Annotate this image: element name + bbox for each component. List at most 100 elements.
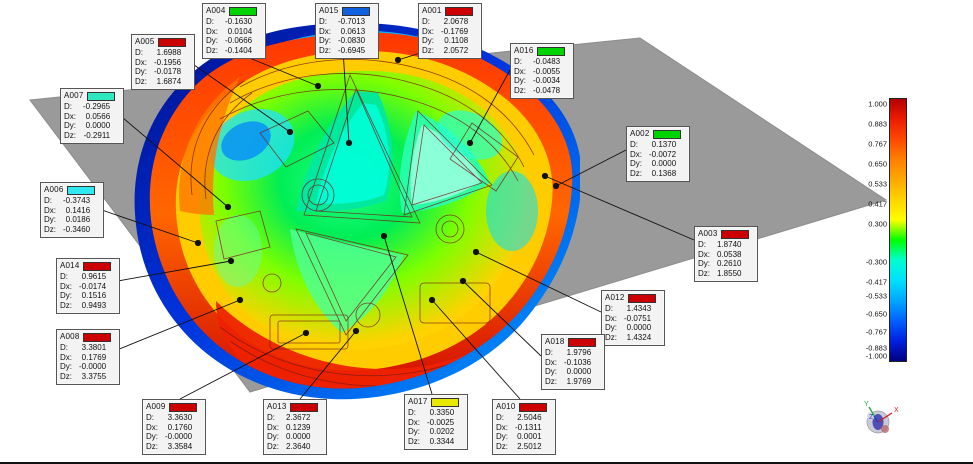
callout-value-row: Dz: 1.8550	[698, 269, 741, 279]
3d-viewport[interactable]: A005 D: 1.6988 Dx: -0.1956 Dy: -0.0178 Dz: 1.687…	[0, 0, 915, 464]
callout-value-key: Dy:	[60, 362, 72, 371]
callout-a013[interactable]: A013 D: 2.3672 Dx: 0.1239 Dy: 0.0000 Dz: 2.3640	[263, 399, 327, 455]
callout-a010[interactable]: A010 D: 2.5046 Dx: -0.1311 Dy: 0.0001 Dz: 2.5012	[492, 399, 556, 455]
callout-point-name: A007	[64, 91, 84, 100]
callout-a001[interactable]: A001 D: 2.0678 Dx: -0.1769 Dy: 0.1108 Dz: 2.0572	[418, 3, 482, 59]
callout-value-key: Dy:	[422, 36, 434, 45]
callout-value-number: 1.8550	[717, 268, 742, 278]
callout-point-name: A009	[146, 402, 166, 411]
callout-value-key: Dz:	[60, 300, 72, 310]
callout-value-key: Dy:	[206, 36, 218, 45]
callout-value-row: Dx: 0.0566	[64, 112, 110, 122]
callout-value-row: Dx: -0.1769	[422, 27, 468, 37]
callout-value-row: D: 0.9615	[60, 272, 106, 282]
callout-color-swatch	[229, 6, 258, 16]
callout-a005[interactable]: A005 D: 1.6988 Dx: -0.1956 Dy: -0.0178 Dz: 1.687…	[131, 34, 195, 90]
legend-tick: -0.883	[865, 343, 887, 353]
callout-value-row: Dy: 0.0001	[496, 432, 542, 442]
callout-value-key: D:	[60, 272, 68, 281]
callout-value-row: Dx: 0.0613	[319, 27, 365, 37]
callout-value-key: D:	[146, 413, 154, 422]
callout-value-number: -0.0000	[79, 362, 107, 371]
callout-value-row: Dx: -0.0174	[60, 282, 106, 292]
callout-a002[interactable]: A002 D: 0.1370 Dx: -0.0072 Dy: 0.0000 Dz: 0.1368	[626, 126, 690, 182]
callout-value-number: -0.0830	[338, 36, 366, 45]
legend-tick: 0.767	[868, 139, 887, 149]
callout-value-number: 0.9493	[81, 300, 107, 310]
legend-tick: 0.883	[868, 119, 887, 129]
callout-value-number: 0.1516	[81, 291, 107, 300]
callout-point-name: A001	[422, 6, 442, 15]
callout-value-number: -0.0000	[165, 432, 193, 441]
callout-value-number: -0.2965	[83, 102, 111, 111]
callout-value-row: Dz: 2.5012	[496, 442, 542, 452]
callout-value-row: Dy: 0.0000	[267, 432, 310, 442]
callout-value-key: Dx:	[408, 417, 420, 427]
callout-value-key: D:	[408, 408, 416, 417]
callout-a003[interactable]: A003 D: 1.8740 Dx: 0.0538 Dy: 0.2610 Dz: 1.8550	[694, 226, 758, 282]
callout-value-key: Dy:	[319, 36, 331, 45]
callout-color-swatch	[87, 91, 116, 101]
callout-value-row: Dy: 0.0000	[630, 159, 676, 169]
callout-value-key: Dx:	[64, 111, 76, 121]
callout-value-key: Dy:	[60, 291, 72, 300]
callout-value-number: -0.1311	[515, 422, 542, 432]
callout-value-key: D:	[206, 17, 214, 26]
callout-a014[interactable]: A014 D: 0.9615 Dx: -0.0174 Dy: 0.1516 Dz: 0.9493	[56, 258, 120, 314]
callout-value-key: Dy:	[630, 159, 642, 168]
callout-value-row: Dz: -0.0478	[514, 86, 560, 96]
callout-value-row: Dz: 2.0572	[422, 46, 468, 56]
callout-a017[interactable]: A017 D: 0.3350 Dx: -0.0025 Dy: 0.0202 Dz: 0.3344	[404, 394, 468, 450]
callout-value-key: Dy:	[135, 67, 147, 76]
callout-value-row: Dx: 0.1769	[60, 353, 106, 363]
callout-value-row: Dx: -0.0055	[514, 67, 560, 77]
callout-value-number: 0.0000	[566, 367, 592, 376]
callout-a008[interactable]: A008 D: 3.3801 Dx: 0.1769 Dy: -0.0000 Dz: 3.3755	[56, 329, 120, 385]
callout-value-row: D: -0.2965	[64, 102, 110, 112]
callout-value-number: -0.0478	[533, 85, 561, 95]
callout-value-key: D:	[44, 196, 52, 205]
callout-value-row: Dy: -0.0000	[60, 362, 106, 372]
callout-value-row: Dx: 0.0538	[698, 250, 741, 260]
callout-value-number: 0.0202	[429, 427, 455, 436]
callout-value-key: D:	[422, 17, 430, 26]
callout-color-swatch	[67, 185, 96, 195]
callout-value-row: Dx: -0.1036	[545, 358, 591, 368]
legend-tick: -0.417	[865, 277, 887, 287]
callout-value-key: D:	[60, 343, 68, 352]
callout-value-row: Dy: -0.0666	[206, 36, 252, 46]
callout-a018[interactable]: A018 D: 1.9796 Dx: -0.1036 Dy: 0.0000 Dz: 1.9769	[541, 334, 605, 390]
callout-value-key: Dx:	[496, 422, 508, 432]
callout-point-name: A006	[44, 185, 64, 194]
callout-value-number: -0.6945	[338, 45, 366, 55]
callout-a009[interactable]: A009 D: 3.3630 Dx: 0.1760 Dy: -0.0000 Dz: 3.3584	[142, 399, 206, 455]
callout-color-swatch	[628, 293, 657, 303]
callout-value-number: 1.6874	[156, 76, 182, 86]
callout-a015[interactable]: A015 D: -0.7013 Dx: 0.0613 Dy: -0.0830 Dz: -0.69…	[315, 3, 379, 59]
callout-value-key: Dx:	[630, 149, 642, 159]
orientation-triad-icon[interactable]: X Y Z	[851, 390, 907, 446]
callout-value-key: Dx:	[422, 26, 434, 36]
callout-a007[interactable]: A007 D: -0.2965 Dx: 0.0566 Dy: 0.0000 Dz: -0.291…	[60, 88, 124, 144]
callout-a006[interactable]: A006 D: -0.3743 Dx: 0.1416 Dy: 0.0186 Dz: -0.346…	[40, 182, 104, 238]
callout-a004[interactable]: A004 D: -0.1630 Dx: 0.0104 Dy: -0.0666 Dz: -0.14…	[202, 3, 266, 59]
callout-value-row: Dz: 1.4324	[605, 333, 651, 343]
legend-tick: 1.000	[868, 99, 887, 109]
callout-value-row: Dz: 0.1368	[630, 169, 676, 179]
callout-value-number: 2.3672	[286, 413, 311, 422]
callout-color-swatch	[519, 402, 548, 412]
callout-value-row: Dx: 0.0104	[206, 27, 252, 37]
callout-value-key: D:	[135, 48, 143, 57]
callout-value-key: Dx:	[545, 357, 557, 367]
callout-a012[interactable]: A012 D: 1.4343 Dx: -0.0751 Dy: 0.0000 Dz: 1.4324	[601, 290, 665, 346]
callout-value-row: Dx: 0.1760	[146, 423, 192, 433]
callout-a016[interactable]: A016 D: -0.0483 Dx: -0.0055 Dy: -0.0034 Dz: -0.0…	[510, 43, 574, 99]
callout-value-key: Dz:	[496, 441, 508, 451]
callout-value-number: -0.1036	[564, 357, 592, 367]
callout-value-key: Dz:	[267, 441, 279, 451]
legend-tick: 0.650	[868, 159, 887, 169]
callout-value-number: -0.0072	[649, 149, 677, 159]
callout-value-key: Dz:	[146, 441, 158, 451]
callout-color-swatch	[537, 46, 566, 56]
